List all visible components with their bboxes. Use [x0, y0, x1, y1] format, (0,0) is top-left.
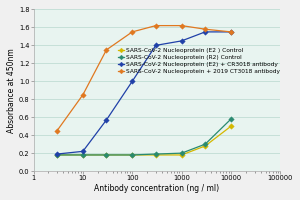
- SARS-CoV-2 Nucleoprotein + 2019 CT3018 antibody: [154, 24, 158, 27]
- SARS-CoV-2 Nucleoprotein + 2019 CT3018 antibody: [180, 24, 183, 27]
- SARS-CoV-2 Nucleoprotein + 2019 CT3018 antibody: [55, 129, 59, 132]
- SARS-CoV-2 Nucleoprotein (E2 ) Control: [55, 154, 59, 156]
- SARS-CoV-2 Nucleoprotein (E2 ) Control: [81, 154, 85, 156]
- SARS-CoV-2 Nucleoprotein (R2) Control: [180, 152, 183, 154]
- SARS-CoV-2 Nucleoprotein (R2) Control: [154, 153, 158, 155]
- SARS-CoV-2 Nucleoprotein (E2) + CR3018 antibody: [81, 150, 85, 153]
- SARS-CoV-2 Nucleoprotein (E2) + CR3018 antibody: [105, 119, 108, 121]
- Y-axis label: Absorbance at 450nm: Absorbance at 450nm: [7, 48, 16, 133]
- SARS-CoV-2 Nucleoprotein + 2019 CT3018 antibody: [229, 31, 233, 33]
- SARS-CoV-2 Nucleoprotein (R2) Control: [203, 143, 207, 145]
- SARS-CoV-2 Nucleoprotein (R2) Control: [55, 154, 59, 156]
- SARS-CoV-2 Nucleoprotein + 2019 CT3018 antibody: [81, 94, 85, 96]
- SARS-CoV-2 Nucleoprotein + 2019 CT3018 antibody: [130, 31, 134, 33]
- SARS-CoV-2 Nucleoprotein (E2 ) Control: [180, 154, 183, 156]
- SARS-CoV-2 Nucleoprotein (E2) + CR3018 antibody: [130, 80, 134, 82]
- SARS-CoV-2 Nucleoprotein (E2 ) Control: [229, 125, 233, 127]
- Legend: SARS-CoV-2 Nucleoprotein (E2 ) Control, SARS-CoV-2 Nucleoprotein (R2) Control, S: SARS-CoV-2 Nucleoprotein (E2 ) Control, …: [118, 48, 280, 74]
- SARS-CoV-2 Nucleoprotein (E2) + CR3018 antibody: [203, 31, 207, 33]
- SARS-CoV-2 Nucleoprotein (E2 ) Control: [154, 154, 158, 156]
- SARS-CoV-2 Nucleoprotein (E2 ) Control: [203, 145, 207, 147]
- SARS-CoV-2 Nucleoprotein (R2) Control: [81, 154, 85, 156]
- SARS-CoV-2 Nucleoprotein (R2) Control: [105, 154, 108, 156]
- SARS-CoV-2 Nucleoprotein (R2) Control: [130, 154, 134, 156]
- SARS-CoV-2 Nucleoprotein (E2) + CR3018 antibody: [154, 44, 158, 47]
- SARS-CoV-2 Nucleoprotein + 2019 CT3018 antibody: [105, 49, 108, 51]
- SARS-CoV-2 Nucleoprotein (R2) Control: [229, 118, 233, 120]
- SARS-CoV-2 Nucleoprotein (E2) + CR3018 antibody: [180, 40, 183, 42]
- SARS-CoV-2 Nucleoprotein (E2 ) Control: [130, 154, 134, 156]
- Line: SARS-CoV-2 Nucleoprotein (E2) + CR3018 antibody: SARS-CoV-2 Nucleoprotein (E2) + CR3018 a…: [55, 30, 233, 156]
- SARS-CoV-2 Nucleoprotein (E2) + CR3018 antibody: [229, 31, 233, 33]
- Line: SARS-CoV-2 Nucleoprotein (R2) Control: SARS-CoV-2 Nucleoprotein (R2) Control: [55, 117, 233, 157]
- X-axis label: Antibody concentration (ng / ml): Antibody concentration (ng / ml): [94, 184, 220, 193]
- SARS-CoV-2 Nucleoprotein + 2019 CT3018 antibody: [203, 28, 207, 30]
- SARS-CoV-2 Nucleoprotein (E2 ) Control: [105, 154, 108, 156]
- Line: SARS-CoV-2 Nucleoprotein (E2 ) Control: SARS-CoV-2 Nucleoprotein (E2 ) Control: [55, 124, 233, 157]
- Line: SARS-CoV-2 Nucleoprotein + 2019 CT3018 antibody: SARS-CoV-2 Nucleoprotein + 2019 CT3018 a…: [55, 24, 233, 133]
- SARS-CoV-2 Nucleoprotein (E2) + CR3018 antibody: [55, 153, 59, 155]
